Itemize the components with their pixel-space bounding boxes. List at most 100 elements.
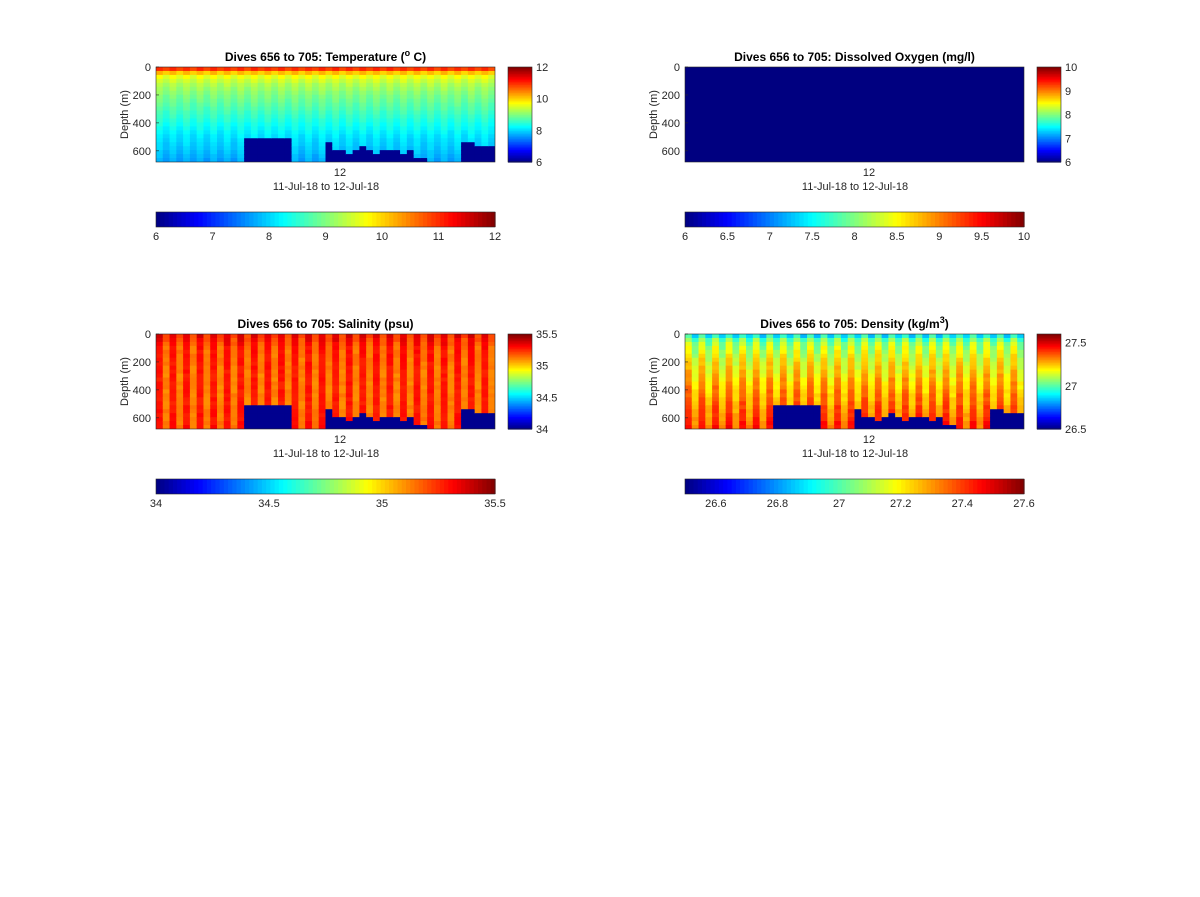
heatmap-cell bbox=[332, 87, 339, 92]
heatmap-cell bbox=[488, 334, 495, 339]
heatmap-cell bbox=[699, 142, 706, 147]
heatmap-cell bbox=[800, 91, 807, 96]
heatmap-cell bbox=[312, 118, 319, 123]
heatmap-cell bbox=[454, 91, 461, 96]
heatmap-cell bbox=[258, 413, 265, 418]
heatmap-cell bbox=[895, 389, 902, 394]
heatmap-cell bbox=[258, 389, 265, 394]
heatmap-cell bbox=[739, 354, 746, 359]
heatmap-cell bbox=[264, 111, 271, 116]
heatmap-cell bbox=[990, 87, 997, 92]
heatmap-cell bbox=[203, 154, 210, 159]
heatmap-cell bbox=[448, 417, 455, 422]
heatmap-cell bbox=[264, 130, 271, 135]
heatmap-cell bbox=[332, 382, 339, 387]
heatmap-cell bbox=[312, 134, 319, 139]
heatmap-cell bbox=[393, 378, 400, 383]
heatmap-cell bbox=[197, 146, 204, 151]
heatmap-cell bbox=[353, 362, 360, 367]
heatmap-cell bbox=[468, 103, 475, 108]
heatmap-cell bbox=[203, 103, 210, 108]
heatmap-cell bbox=[251, 409, 258, 414]
heatmap-cell bbox=[807, 118, 814, 123]
colorbar-swatch bbox=[744, 212, 749, 227]
heatmap-cell bbox=[434, 409, 441, 414]
heatmap-cell bbox=[353, 67, 360, 72]
heatmap-cell bbox=[753, 107, 760, 112]
heatmap-cell bbox=[366, 385, 373, 390]
heatmap-cell bbox=[793, 393, 800, 398]
heatmap-cell bbox=[895, 79, 902, 84]
heatmap-cell bbox=[319, 374, 326, 379]
heatmap-cell bbox=[861, 362, 868, 367]
heatmap-cell bbox=[461, 107, 468, 112]
heatmap-cell bbox=[217, 401, 224, 406]
heatmap-cell bbox=[251, 338, 258, 343]
heatmap-cell bbox=[699, 421, 706, 426]
heatmap-cell bbox=[800, 115, 807, 120]
heatmap-cell bbox=[746, 338, 753, 343]
heatmap-cell bbox=[760, 405, 767, 410]
heatmap-cell bbox=[807, 338, 814, 343]
heatmap-cell bbox=[732, 99, 739, 104]
heatmap-cell bbox=[855, 362, 862, 367]
heatmap-cell bbox=[983, 138, 990, 143]
heatmap-cell bbox=[454, 87, 461, 92]
heatmap-cell bbox=[773, 142, 780, 147]
heatmap-cell bbox=[176, 103, 183, 108]
heatmap-cell bbox=[190, 91, 197, 96]
heatmap-cell bbox=[719, 154, 726, 159]
heatmap-cell bbox=[292, 385, 299, 390]
heatmap-cell bbox=[814, 142, 821, 147]
heatmap-cell bbox=[481, 362, 488, 367]
heatmap-cell bbox=[760, 134, 767, 139]
heatmap-cell bbox=[393, 362, 400, 367]
heatmap-cell bbox=[170, 393, 177, 398]
heatmap-cell bbox=[481, 118, 488, 123]
heatmap-cell bbox=[210, 75, 217, 80]
heatmap-cell bbox=[895, 405, 902, 410]
heatmap-cell bbox=[346, 79, 353, 84]
heatmap-cell bbox=[475, 83, 482, 88]
heatmap-cell bbox=[922, 358, 929, 363]
heatmap-cell bbox=[244, 95, 251, 100]
heatmap-cell bbox=[468, 338, 475, 343]
heatmap-cell bbox=[719, 409, 726, 414]
heatmap-cell bbox=[841, 91, 848, 96]
colorbar-tick-label: 9 bbox=[322, 231, 328, 243]
heatmap-cell bbox=[787, 366, 794, 371]
heatmap-cell bbox=[855, 389, 862, 394]
heatmap-cell bbox=[346, 138, 353, 143]
heatmap-cell bbox=[936, 111, 943, 116]
heatmap-cell bbox=[916, 87, 923, 92]
heatmap-cell bbox=[203, 118, 210, 123]
heatmap-cell bbox=[258, 87, 265, 92]
heatmap-cell bbox=[346, 350, 353, 355]
heatmap-cell bbox=[264, 142, 271, 147]
heatmap-cell bbox=[156, 103, 163, 108]
heatmap-cell bbox=[732, 126, 739, 131]
heatmap-cell bbox=[278, 79, 285, 84]
colorbar-swatch bbox=[270, 479, 275, 494]
heatmap-cell bbox=[488, 393, 495, 398]
heatmap-cell bbox=[271, 67, 278, 72]
x-axis-label: 11-Jul-18 to 12-Jul-18 bbox=[273, 181, 379, 193]
heatmap-cell bbox=[448, 126, 455, 131]
heatmap-cell bbox=[217, 67, 224, 72]
heatmap-cell bbox=[699, 401, 706, 406]
heatmap-cell bbox=[448, 75, 455, 80]
heatmap-cell bbox=[176, 397, 183, 402]
heatmap-cell bbox=[156, 370, 163, 375]
heatmap-cell bbox=[183, 382, 190, 387]
heatmap-cell bbox=[163, 87, 170, 92]
heatmap-cell bbox=[475, 154, 482, 159]
heatmap-cell bbox=[231, 346, 238, 351]
heatmap-cell bbox=[156, 111, 163, 116]
heatmap-cell bbox=[895, 421, 902, 426]
heatmap-cell bbox=[732, 370, 739, 375]
heatmap-cell bbox=[732, 138, 739, 143]
heatmap-cell bbox=[685, 142, 692, 147]
heatmap-cell bbox=[475, 79, 482, 84]
heatmap-cell bbox=[339, 421, 346, 426]
heatmap-cell bbox=[793, 346, 800, 351]
